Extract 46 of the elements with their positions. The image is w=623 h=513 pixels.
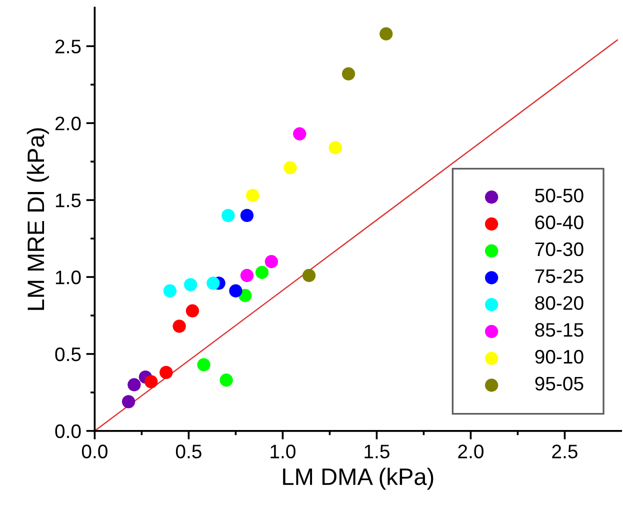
legend-label: 80-20 [535,296,584,310]
point [172,320,186,333]
point [293,127,306,140]
x-tick-label: 0.5 [176,444,202,458]
y-tick-label: 0.5 [55,347,81,362]
point [128,378,141,392]
point [206,276,220,290]
y-tick-label: 0.0 [55,424,81,438]
point [220,374,233,387]
point [240,208,254,222]
legend-label: 70-30 [535,242,584,256]
y-tick-label: 2.0 [55,116,81,130]
point [163,284,176,298]
y-tick-label: 2.5 [55,40,81,54]
y-axis-title: LM MRE DI (kPa) [26,128,49,310]
legend-label: 75-25 [535,269,584,284]
point [255,266,269,279]
x-tick-label: 1.5 [364,444,390,458]
x-tick-label: 2.5 [552,444,578,458]
legend-label: 60-40 [535,216,584,230]
x-tick-label: 2.0 [458,444,484,458]
x-tick-label: 1.0 [270,444,296,458]
x-tick-label: 0.0 [82,444,108,458]
point [264,255,278,268]
x-axis-title: LM DMA (kPa) [283,468,434,490]
legend-label: 85-15 [535,323,584,337]
legend-label: 95-05 [535,376,584,391]
point [222,208,235,222]
point [284,161,297,174]
point [144,375,158,388]
point [229,284,242,298]
point [380,27,393,40]
point [240,268,254,282]
point [160,366,173,380]
point [186,304,200,318]
point [184,278,198,292]
point [342,67,356,80]
point [197,358,210,372]
point [246,188,260,202]
point [122,395,136,408]
point [328,141,342,154]
y-tick-label: 1.5 [56,194,81,208]
legend-label: 50-50 [535,188,584,202]
legend-label: 90-10 [535,350,584,364]
y-tick-label: 1.0 [56,270,81,284]
point [302,268,316,282]
